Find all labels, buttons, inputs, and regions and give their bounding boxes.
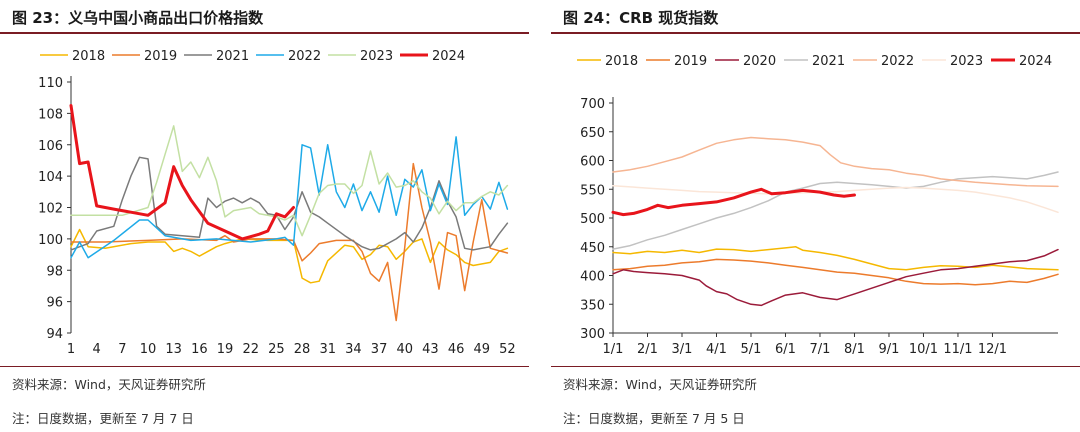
x-tick-label: 10/1 — [909, 342, 938, 357]
y-tick-label: 110 — [38, 76, 63, 91]
x-tick-label: 9/1 — [879, 342, 900, 357]
y-tick-label: 400 — [580, 270, 605, 285]
y-tick-label: 108 — [38, 107, 63, 122]
series-line-2020 — [612, 248, 1059, 307]
footer-rule — [551, 366, 1080, 367]
x-tick-label: 34 — [345, 342, 362, 357]
legend-label-2019: 2019 — [674, 54, 707, 69]
title-rule — [0, 32, 529, 34]
x-tick-label: 37 — [371, 342, 388, 357]
series-line-2021 — [612, 171, 1059, 250]
y-tick-label: 96 — [46, 296, 63, 311]
series-line-2023 — [612, 185, 1059, 214]
y-tick-label: 550 — [580, 183, 605, 198]
legend-label-2018: 2018 — [605, 54, 638, 69]
y-tick-label: 300 — [580, 327, 605, 342]
x-tick-label: 19 — [217, 342, 234, 357]
x-tick-label: 11/1 — [943, 342, 972, 357]
x-tick-label: 49 — [473, 342, 490, 357]
legend-label-2020: 2020 — [743, 54, 776, 69]
crb-spot-index-chart: 2018 2019 2020 2021 2022 2023 2024 300 350 400 450… — [577, 54, 1059, 357]
x-tick-label: 3/1 — [672, 342, 693, 357]
series-line-2019 — [612, 258, 1059, 286]
x-tick-label: 13 — [165, 342, 182, 357]
x-tick-label: 43 — [422, 342, 439, 357]
series-line-2023 — [70, 125, 509, 237]
y-tick-label: 106 — [38, 139, 63, 154]
x-tick-label: 2/1 — [637, 342, 658, 357]
x-tick-label: 7 — [118, 342, 126, 357]
series-line-2018 — [612, 246, 1059, 271]
chart-title: 图 24：CRB 现货指数 — [563, 9, 719, 27]
x-tick-label: 10 — [140, 342, 157, 357]
y-tick-label: 100 — [38, 233, 63, 248]
y-tick-label: 600 — [580, 155, 605, 170]
y-tick-label: 94 — [46, 327, 63, 342]
series-line-2019 — [70, 162, 509, 322]
x-tick-label: 1/1 — [603, 342, 624, 357]
series-line-2024 — [69, 104, 295, 241]
export-price-index-chart: 2018 2019 2021 2022 2023 20249496981001021041… — [38, 49, 516, 357]
y-tick-label: 650 — [580, 126, 605, 141]
title-rule — [551, 32, 1080, 34]
chart-title: 图 23：义乌中国小商品出口价格指数 — [12, 9, 264, 27]
legend-label-2024: 2024 — [432, 49, 465, 64]
series-line-2024 — [611, 187, 856, 217]
legend-label-2023: 2023 — [360, 49, 393, 64]
update-note: 注：日度数据，更新至 7 月 7 日 — [12, 411, 194, 426]
y-tick-label: 450 — [580, 241, 605, 256]
legend-label-2021: 2021 — [812, 54, 845, 69]
footer-rule — [0, 366, 529, 367]
x-tick-label: 40 — [396, 342, 413, 357]
x-tick-label: 31 — [319, 342, 336, 357]
legend-label-2022: 2022 — [288, 49, 321, 64]
x-tick-label: 52 — [499, 342, 516, 357]
x-tick-label: 5/1 — [741, 342, 762, 357]
legend-label-2023: 2023 — [950, 54, 983, 69]
y-tick-label: 104 — [38, 170, 63, 185]
source-note: 资料来源：Wind，天风证券研究所 — [563, 377, 757, 392]
series-line-2018 — [70, 228, 509, 284]
x-tick-label: 6/1 — [775, 342, 796, 357]
x-tick-label: 16 — [191, 342, 208, 357]
x-tick-label: 12/1 — [978, 342, 1007, 357]
y-tick-label: 350 — [580, 298, 605, 313]
x-tick-label: 25 — [268, 342, 285, 357]
x-tick-label: 22 — [242, 342, 259, 357]
legend-label-2018: 2018 — [72, 49, 105, 64]
y-tick-label: 700 — [580, 97, 605, 112]
legend-label-2019: 2019 — [144, 49, 177, 64]
legend-label-2024: 2024 — [1019, 54, 1052, 69]
chart-panel-export-price-index: 图 23：义乌中国小商品出口价格指数 2018 2019 2021 2022 2023 2… — [0, 0, 529, 432]
legend-label-2022: 2022 — [881, 54, 914, 69]
series-line-2022 — [612, 136, 1059, 188]
legend-label-2021: 2021 — [216, 49, 249, 64]
x-tick-label: 7/1 — [810, 342, 831, 357]
source-note: 资料来源：Wind，天风证券研究所 — [12, 377, 206, 392]
chart-panel-crb-spot-index: 图 24：CRB 现货指数 2018 2019 2020 2021 2022 2023 20… — [551, 0, 1080, 432]
x-tick-label: 28 — [294, 342, 311, 357]
x-tick-label: 1 — [67, 342, 75, 357]
series-line-2021 — [70, 156, 509, 251]
x-tick-label: 46 — [448, 342, 465, 357]
series-line-2022 — [70, 136, 509, 259]
y-tick-label: 500 — [580, 212, 605, 227]
y-tick-label: 98 — [46, 264, 63, 279]
y-tick-label: 102 — [38, 202, 63, 217]
x-tick-label: 4/1 — [706, 342, 727, 357]
update-note: 注：日度数据，更新至 7 月 5 日 — [563, 411, 745, 426]
x-tick-label: 4 — [93, 342, 101, 357]
x-tick-label: 8/1 — [844, 342, 865, 357]
